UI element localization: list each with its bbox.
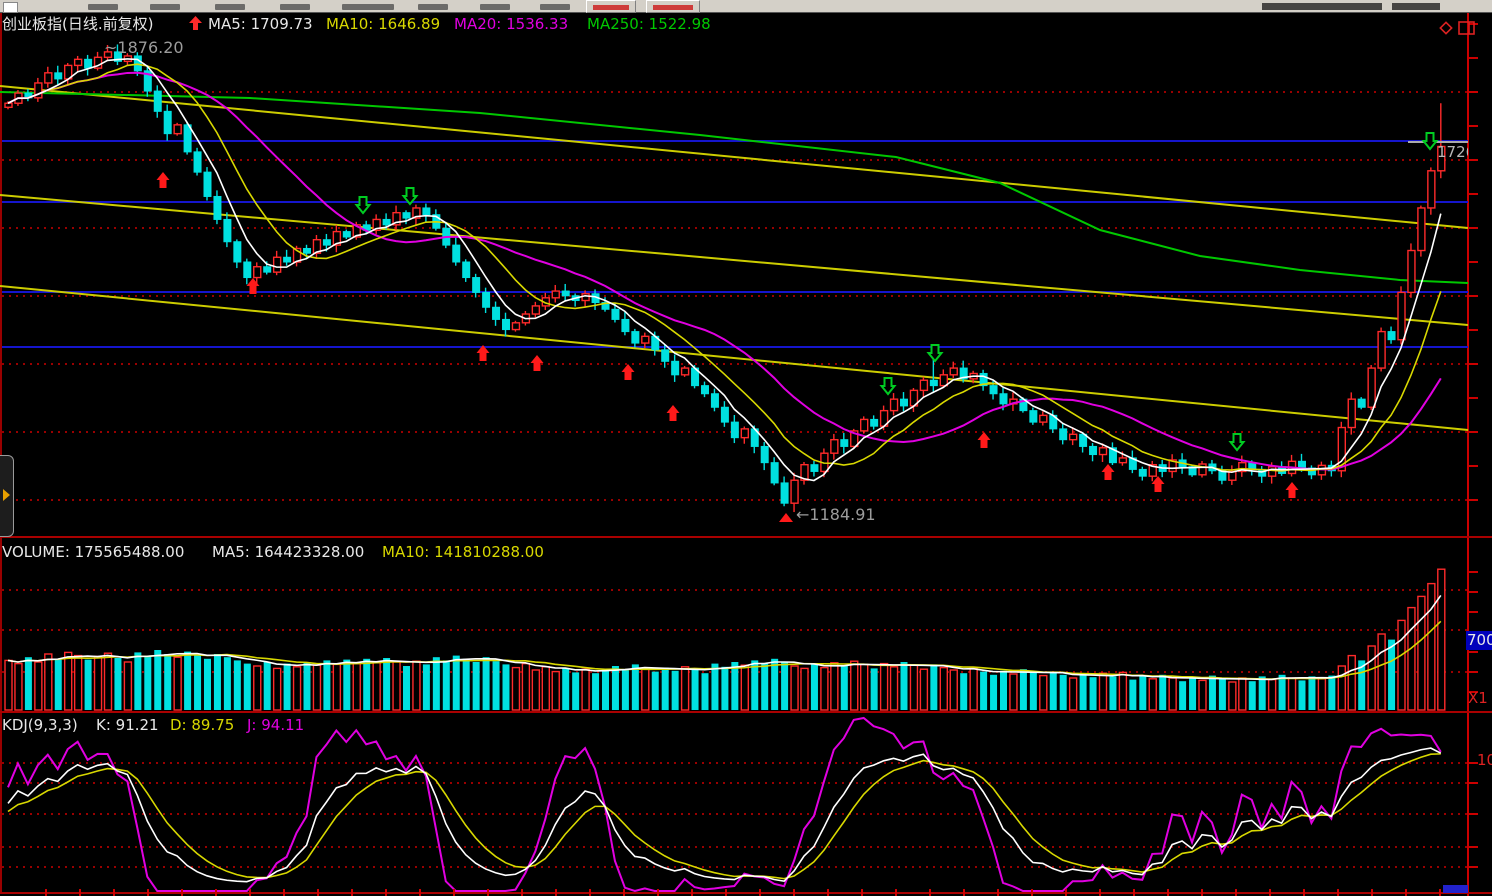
kdj-j-readout: J: 94.11	[247, 716, 305, 734]
kdj-k-readout: K: 91.21	[96, 716, 159, 734]
buy-signal-arrow	[621, 364, 635, 380]
low-annotation: ←1184.91	[796, 505, 876, 524]
sell-signal-arrow	[1228, 433, 1246, 452]
ma5-readout: MA5: 1709.73	[208, 15, 313, 33]
menu-item[interactable]	[150, 4, 180, 10]
buy-signal-arrow	[1151, 476, 1165, 492]
sell-signal-arrow	[1421, 132, 1439, 151]
chart-title: 创业板指(日线.前复权)	[2, 15, 154, 33]
volume-readout: VOLUME: 175565488.00	[2, 543, 185, 561]
toolbar-button-2[interactable]	[646, 0, 700, 13]
kdj-axis-label: 100	[1477, 751, 1492, 768]
menu-item[interactable]	[280, 4, 310, 10]
app-icon	[3, 2, 18, 13]
buy-signal-arrow	[476, 345, 490, 361]
menu-bar	[0, 0, 1492, 13]
high-annotation: ~1876.20	[104, 38, 184, 57]
buy-signal-arrow	[1101, 464, 1115, 480]
button-label	[593, 5, 629, 10]
buy-signal-arrow	[977, 432, 991, 448]
volume-ma10-readout: MA10: 141810288.00	[382, 543, 544, 561]
window-split-icon[interactable]	[1458, 20, 1476, 36]
sell-signal-arrow	[879, 377, 897, 396]
ma250-readout: MA250: 1522.98	[587, 15, 711, 33]
menu-item[interactable]	[540, 4, 570, 10]
buy-signal-arrow	[246, 278, 260, 294]
status-text	[1392, 3, 1440, 10]
menu-item[interactable]	[418, 4, 448, 10]
sell-signal-arrow	[354, 196, 372, 215]
expand-arrow-icon	[3, 489, 10, 501]
diamond-icon[interactable]	[1438, 20, 1454, 36]
menu-item[interactable]	[215, 4, 245, 10]
sell-signal-arrow	[401, 187, 419, 206]
menu-item[interactable]	[480, 4, 510, 10]
up-arrow-icon	[189, 16, 202, 30]
scrollbar-fragment[interactable]	[1443, 885, 1468, 893]
buy-signal-arrow	[530, 355, 544, 371]
ma20-readout: MA20: 1536.33	[454, 15, 569, 33]
buy-signal-arrow	[666, 405, 680, 421]
status-text	[1262, 3, 1382, 10]
toolbar-button-1[interactable]	[586, 0, 636, 13]
sell-signal-arrow	[926, 344, 944, 363]
volume-axis-badge: 700	[1466, 631, 1492, 650]
sidebar-expand-handle[interactable]	[0, 455, 14, 537]
volume-ma5-readout: MA5: 164423328.00	[212, 543, 365, 561]
ma10-readout: MA10: 1646.89	[326, 15, 441, 33]
menu-item[interactable]	[88, 4, 118, 10]
buy-signal-arrow	[1285, 482, 1299, 498]
button-label	[653, 5, 693, 10]
kdj-name: KDJ(9,3,3)	[2, 716, 78, 734]
buy-signal-arrow	[156, 172, 170, 188]
volume-unit-label: X1	[1468, 689, 1488, 706]
last-price-axis-label: 1726	[1437, 143, 1468, 161]
kdj-d-readout: D: 89.75	[170, 716, 235, 734]
menu-item[interactable]	[342, 4, 394, 10]
